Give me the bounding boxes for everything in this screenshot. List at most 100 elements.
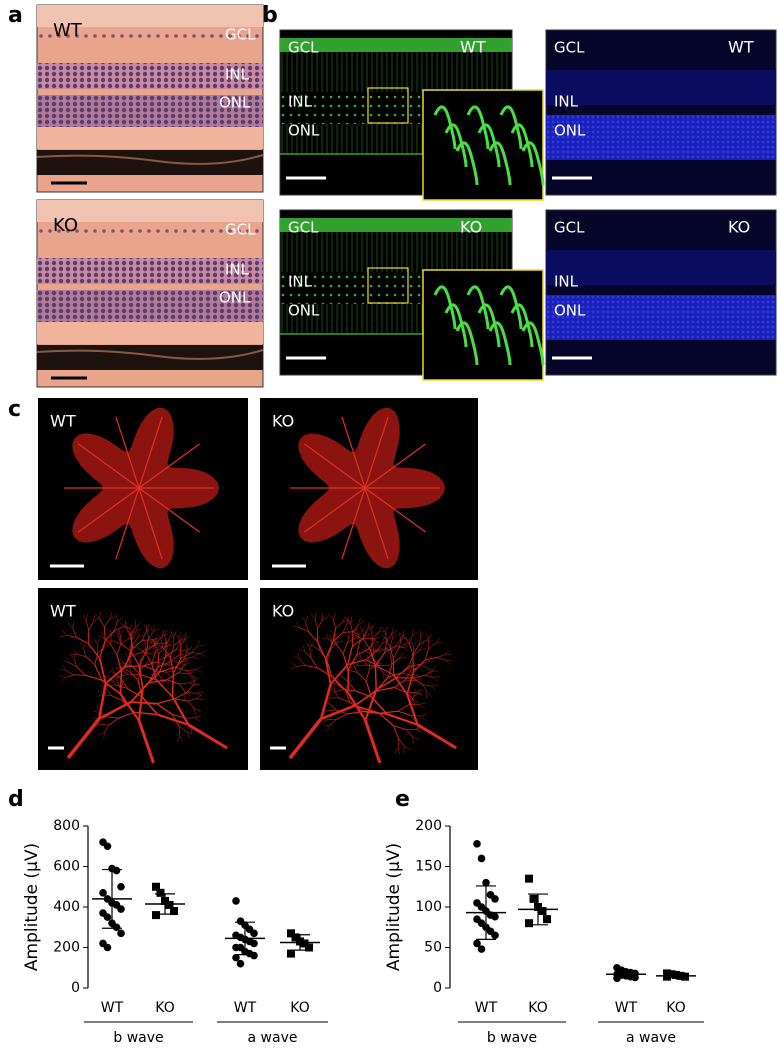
band (37, 322, 263, 344)
data-point (491, 913, 499, 921)
layer-label: INL (288, 93, 313, 111)
y-axis-label: Amplitude (μV) (22, 843, 42, 971)
x-tick-label: KO (528, 1000, 547, 1016)
vessel (375, 667, 376, 690)
data-point (539, 907, 547, 915)
genotype-label: KO (53, 215, 78, 236)
vessel (88, 630, 89, 643)
data-point (525, 875, 533, 883)
layer-label: ONL (554, 302, 586, 320)
data-point (491, 932, 499, 940)
panel-label: a (8, 3, 23, 28)
data-point (157, 889, 165, 897)
group-label: b wave (113, 1030, 163, 1046)
data-point (478, 945, 486, 953)
data-point (491, 895, 499, 903)
panel-label: c (8, 397, 21, 422)
data-point (525, 919, 533, 927)
x-tick-label: WT (475, 1000, 498, 1016)
panel-label: b (262, 3, 278, 28)
group-label: b wave (487, 1030, 537, 1046)
data-point (613, 974, 621, 982)
y-tick-label: 50 (424, 940, 442, 956)
genotype-label: WT (728, 38, 754, 57)
layer-label: INL (225, 261, 250, 279)
y-tick-label: 0 (71, 980, 80, 996)
group-label: a wave (626, 1030, 676, 1046)
band (37, 127, 263, 149)
band (280, 232, 512, 272)
fluorescence-image: KO GCL INL ONL (546, 210, 776, 375)
genotype-label: WT (50, 412, 76, 431)
y-tick-label: 200 (415, 818, 442, 834)
genotype-label: WT (460, 38, 486, 57)
genotype-label: KO (460, 218, 482, 237)
y-tick-label: 800 (53, 818, 80, 834)
panel-label: d (8, 787, 24, 812)
data-point (117, 930, 125, 938)
data-point (117, 883, 125, 891)
vessel (393, 658, 394, 675)
data-point (99, 889, 107, 897)
genotype-label: KO (272, 412, 294, 431)
x-tick-label: KO (666, 1000, 685, 1016)
data-point (104, 842, 112, 850)
fluorescence-image: KO GCL INL ONL (280, 210, 543, 380)
layer-label: ONL (554, 122, 586, 140)
y-tick-label: 0 (433, 980, 442, 996)
y-tick-label: 200 (53, 940, 80, 956)
data-point (530, 895, 538, 903)
genotype-label: KO (728, 218, 750, 237)
layer-label: GCL (288, 219, 319, 237)
layer-label: ONL (288, 302, 320, 320)
x-tick-label: WT (101, 1000, 124, 1016)
vasculature-image: WT (38, 588, 248, 770)
layer-label: INL (554, 93, 579, 111)
y-tick-label: 100 (415, 899, 442, 915)
vasculature-image: WT (38, 398, 248, 580)
genotype-label: WT (50, 602, 76, 621)
vessel (413, 655, 414, 672)
layer-label: GCL (225, 221, 256, 239)
data-point (232, 897, 240, 905)
band (280, 52, 512, 92)
data-point (543, 915, 551, 923)
vasculature-image: KO (260, 588, 478, 770)
data-point (152, 911, 160, 919)
y-axis-label: Amplitude (μV) (384, 843, 404, 971)
x-tick-label: KO (155, 1000, 174, 1016)
layer-label: ONL (288, 122, 320, 140)
data-point (113, 923, 121, 931)
panel-label: e (395, 787, 410, 812)
layer-label: INL (288, 273, 313, 291)
data-point (104, 913, 112, 921)
data-point (250, 940, 258, 948)
data-point (117, 905, 125, 913)
vasculature-image: KO (260, 398, 478, 580)
y-tick-label: 600 (53, 859, 80, 875)
layer-label: INL (554, 273, 579, 291)
layer-label: ONL (219, 94, 251, 112)
x-tick-label: WT (615, 1000, 638, 1016)
x-tick-label: KO (290, 1000, 309, 1016)
vessel (125, 666, 144, 667)
vessel (172, 673, 173, 696)
layer-label: GCL (554, 219, 585, 237)
data-point (113, 867, 121, 875)
data-point (250, 952, 258, 960)
fluorescence-image: WT GCL INL ONL (546, 30, 776, 195)
band (546, 70, 776, 105)
y-tick-label: 400 (53, 899, 80, 915)
x-tick-label: WT (234, 1000, 257, 1016)
genotype-label: KO (272, 602, 294, 621)
layer-label: GCL (554, 39, 585, 57)
data-point (104, 944, 112, 952)
layer-label: INL (225, 66, 250, 84)
data-point (250, 930, 258, 938)
band (546, 250, 776, 285)
y-tick-label: 150 (415, 859, 442, 875)
